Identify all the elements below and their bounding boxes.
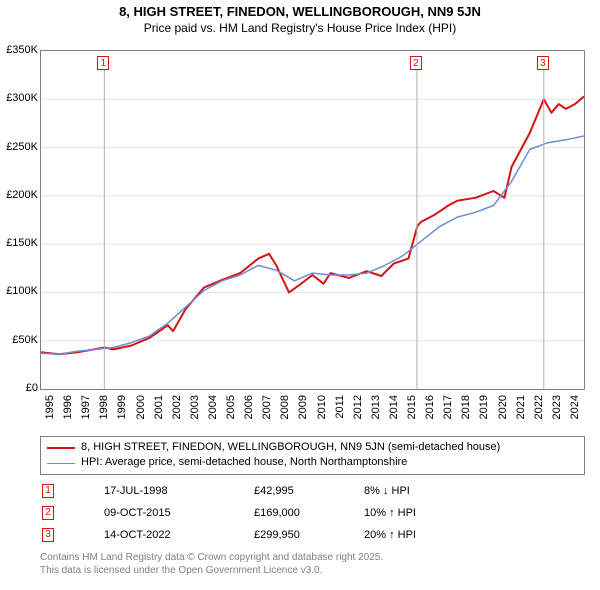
legend-label: 8, HIGH STREET, FINEDON, WELLINGBOROUGH,… bbox=[81, 440, 500, 455]
legend-series-price-paid: 8, HIGH STREET, FINEDON, WELLINGBOROUGH,… bbox=[47, 440, 578, 455]
x-tick-label: 2005 bbox=[225, 395, 237, 419]
sale-date: 17-JUL-1998 bbox=[104, 485, 254, 497]
y-tick-label: £300K bbox=[0, 92, 38, 104]
x-tick-label: 1997 bbox=[80, 395, 92, 419]
y-tick-label: £150K bbox=[0, 237, 38, 249]
x-tick-label: 2014 bbox=[388, 395, 400, 419]
sale-date: 09-OCT-2015 bbox=[104, 507, 254, 519]
x-tick-label: 2016 bbox=[424, 395, 436, 419]
x-tick-label: 2004 bbox=[207, 395, 219, 419]
x-tick-label: 1996 bbox=[62, 395, 74, 419]
sale-date: 14-OCT-2022 bbox=[104, 529, 254, 541]
x-tick-label: 2000 bbox=[135, 395, 147, 419]
chart-title: 8, HIGH STREET, FINEDON, WELLINGBOROUGH,… bbox=[0, 0, 600, 21]
plot-area bbox=[40, 50, 585, 390]
y-tick-label: £0 bbox=[0, 382, 38, 394]
x-tick-label: 1998 bbox=[98, 395, 110, 419]
legend-series-hpi: HPI: Average price, semi-detached house,… bbox=[47, 455, 578, 470]
line-chart-svg bbox=[41, 51, 584, 389]
x-tick-label: 2011 bbox=[334, 395, 346, 419]
sale-price: £169,000 bbox=[254, 507, 364, 519]
x-tick-label: 2003 bbox=[189, 395, 201, 419]
chart-sale-marker: 2 bbox=[410, 56, 422, 70]
x-tick-label: 2017 bbox=[442, 395, 454, 419]
attribution-footer: Contains HM Land Registry data © Crown c… bbox=[40, 552, 383, 577]
table-row: 3 14-OCT-2022 £299,950 20% ↑ HPI bbox=[40, 524, 585, 546]
x-tick-label: 2023 bbox=[551, 395, 563, 419]
sale-marker-badge: 2 bbox=[42, 506, 54, 520]
legend-label: HPI: Average price, semi-detached house,… bbox=[81, 455, 407, 470]
sale-vs-hpi: 10% ↑ HPI bbox=[364, 507, 585, 519]
sale-price: £42,995 bbox=[254, 485, 364, 497]
sales-table: 1 17-JUL-1998 £42,995 8% ↓ HPI 2 09-OCT-… bbox=[40, 480, 585, 546]
footer-line: This data is licensed under the Open Gov… bbox=[40, 565, 383, 578]
x-tick-label: 2009 bbox=[297, 395, 309, 419]
x-tick-label: 2020 bbox=[497, 395, 509, 419]
sale-price: £299,950 bbox=[254, 529, 364, 541]
legend-swatch-price-paid bbox=[47, 447, 75, 449]
y-tick-label: £100K bbox=[0, 285, 38, 297]
x-tick-label: 2015 bbox=[406, 395, 418, 419]
y-tick-label: £350K bbox=[0, 44, 38, 56]
y-tick-label: £200K bbox=[0, 189, 38, 201]
chart-subtitle: Price paid vs. HM Land Registry's House … bbox=[0, 21, 600, 37]
x-tick-label: 1995 bbox=[44, 395, 56, 419]
table-row: 1 17-JUL-1998 £42,995 8% ↓ HPI bbox=[40, 480, 585, 502]
x-tick-label: 2001 bbox=[153, 395, 165, 419]
y-tick-label: £50K bbox=[0, 334, 38, 346]
legend-swatch-hpi bbox=[47, 463, 75, 464]
x-tick-label: 2018 bbox=[460, 395, 472, 419]
x-tick-label: 2021 bbox=[515, 395, 527, 419]
chart-container: 8, HIGH STREET, FINEDON, WELLINGBOROUGH,… bbox=[0, 0, 600, 590]
x-tick-label: 2007 bbox=[261, 395, 273, 419]
x-tick-label: 2013 bbox=[370, 395, 382, 419]
x-tick-label: 2010 bbox=[316, 395, 328, 419]
chart-sale-marker: 1 bbox=[97, 56, 109, 70]
x-tick-label: 2006 bbox=[243, 395, 255, 419]
table-row: 2 09-OCT-2015 £169,000 10% ↑ HPI bbox=[40, 502, 585, 524]
sale-vs-hpi: 20% ↑ HPI bbox=[364, 529, 585, 541]
sale-vs-hpi: 8% ↓ HPI bbox=[364, 485, 585, 497]
x-tick-label: 2008 bbox=[279, 395, 291, 419]
x-tick-label: 2002 bbox=[171, 395, 183, 419]
x-tick-label: 2024 bbox=[569, 395, 581, 419]
sale-marker-badge: 1 bbox=[42, 484, 54, 498]
x-tick-label: 2012 bbox=[352, 395, 364, 419]
x-tick-label: 1999 bbox=[116, 395, 128, 419]
legend-box: 8, HIGH STREET, FINEDON, WELLINGBOROUGH,… bbox=[40, 436, 585, 475]
sale-marker-badge: 3 bbox=[42, 528, 54, 542]
y-tick-label: £250K bbox=[0, 141, 38, 153]
x-tick-label: 2019 bbox=[478, 395, 490, 419]
x-tick-label: 2022 bbox=[533, 395, 545, 419]
footer-line: Contains HM Land Registry data © Crown c… bbox=[40, 552, 383, 565]
chart-sale-marker: 3 bbox=[537, 56, 549, 70]
